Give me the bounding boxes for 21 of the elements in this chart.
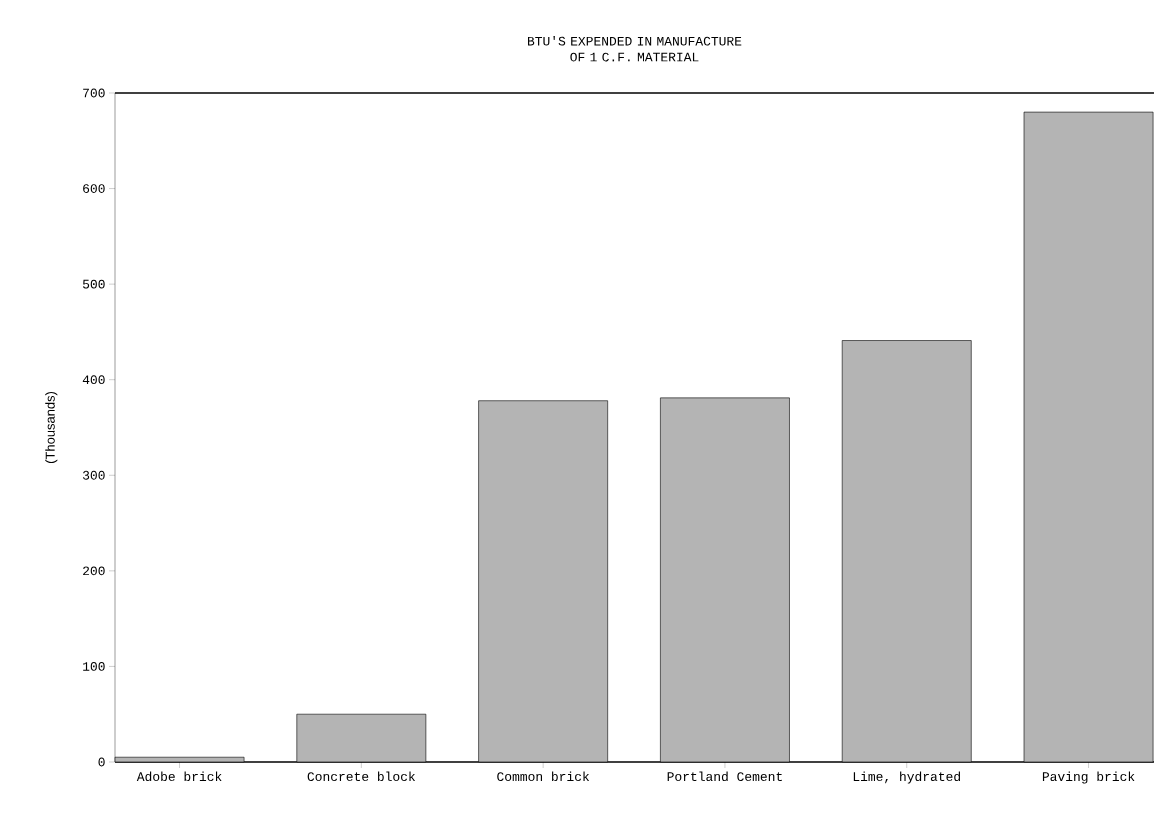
x-tick-label: Adobe brick [136,771,222,782]
y-tick-label: 400 [82,375,105,385]
y-axis-title: (Thousands) [45,391,58,464]
y-tick-label: 0 [98,757,105,767]
y-tick-label: 200 [83,566,105,576]
bar [296,713,427,763]
y-tick-label: 300 [82,470,105,480]
y-tick-label: 500 [82,279,105,289]
chart-title: BTU'S EXPENDED IN MANUFACTURE OF 1 C.F. MATERIAL [528,36,742,62]
x-tick-label: Common brick [497,771,590,782]
bar [478,400,608,763]
x-tick-label: Paving brick [1042,771,1135,784]
bar [841,340,972,763]
y-tick-label: 100 [83,662,105,671]
x-tick-label: Lime, hydrated [853,771,960,784]
y-tick-label: 700 [83,88,105,98]
x-tick-label: Portland Cement [667,771,782,782]
y-tick-label: 600 [83,184,105,193]
bar [660,397,790,763]
x-tick-label: Concrete block [307,771,416,782]
bar [1023,111,1154,763]
